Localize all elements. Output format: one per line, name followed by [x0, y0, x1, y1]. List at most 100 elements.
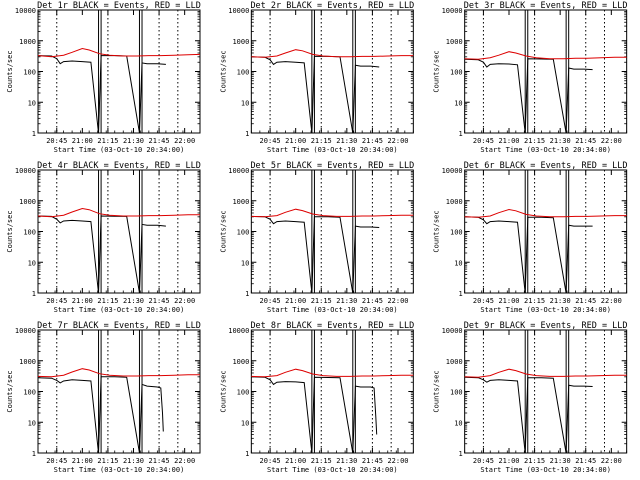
y-tick-label: 100 [237, 389, 250, 397]
y-tick-label: 1000 [446, 198, 463, 206]
x-tick-label: 21:30 [123, 457, 144, 465]
series-lld-line [37, 207, 200, 218]
x-tick-label: 21:30 [550, 137, 571, 145]
series-events-line [37, 376, 164, 454]
x-tick-label: 21:00 [498, 137, 519, 145]
x-tick-label: 20:45 [473, 297, 494, 305]
x-tick-label: 22:00 [174, 137, 195, 145]
x-axis-label: Start Time (03-Oct-10 20:34:00) [54, 306, 185, 314]
x-axis-label: Start Time (03-Oct-10 20:34:00) [480, 146, 611, 154]
chart-title: Det 7r BLACK = Events, RED = LLD [37, 321, 201, 331]
x-tick-label: 22:00 [387, 457, 408, 465]
chart-title: Det 9r BLACK = Events, RED = LLD [464, 321, 628, 331]
series-lld-line [464, 51, 627, 60]
y-tick-label: 100 [237, 229, 250, 237]
y-tick-label: 10000 [228, 167, 249, 175]
series-events-line [251, 55, 380, 134]
x-tick-label: 21:30 [550, 297, 571, 305]
series-events-line [464, 216, 593, 294]
x-tick-label: 21:15 [311, 457, 332, 465]
y-tick-label: 1000 [232, 358, 249, 366]
y-tick-label: 1 [245, 450, 249, 458]
x-tick-label: 21:45 [575, 137, 596, 145]
x-tick-label: 22:00 [601, 457, 622, 465]
chart-title: Det 1r BLACK = Events, RED = LLD [37, 1, 201, 11]
y-tick-label: 10000 [442, 167, 463, 175]
plot-frame [250, 169, 414, 294]
x-tick-label: 21:45 [362, 457, 383, 465]
chart-title: Det 2r BLACK = Events, RED = LLD [250, 1, 414, 11]
y-tick-label: 10000 [228, 7, 249, 15]
y-tick-label: 100 [450, 229, 463, 237]
plot-frame [37, 169, 201, 294]
y-tick-label: 10000 [442, 7, 463, 15]
series-lld-line [464, 208, 627, 218]
x-tick-label: 22:00 [601, 137, 622, 145]
x-tick-label: 21:15 [524, 297, 545, 305]
series-lld-line [37, 368, 200, 378]
x-tick-label: 22:00 [601, 297, 622, 305]
chart-title: Det 5r BLACK = Events, RED = LLD [250, 161, 414, 171]
x-axis-label: Start Time (03-Oct-10 20:34:00) [54, 146, 185, 154]
plot-frame [464, 329, 628, 454]
x-tick-label: 21:15 [97, 457, 118, 465]
y-axis-label: Counts/sec [6, 50, 14, 92]
x-tick-label: 21:00 [72, 297, 93, 305]
x-tick-label: 21:30 [123, 137, 144, 145]
y-tick-label: 1 [32, 130, 36, 138]
y-tick-label: 10000 [442, 327, 463, 335]
detector-panel: Det 3r BLACK = Events, RED = LLD 1 10 100 10… [433, 1, 628, 154]
y-tick-label: 10 [28, 259, 36, 267]
y-tick-label: 1 [458, 290, 462, 298]
x-tick-label: 20:45 [260, 137, 281, 145]
x-tick-label: 22:00 [174, 457, 195, 465]
y-axis-label: Counts/sec [433, 50, 441, 92]
x-tick-label: 21:00 [72, 457, 93, 465]
x-tick-label: 20:45 [260, 457, 281, 465]
series-events-line [251, 376, 378, 454]
detector-panel: Det 4r BLACK = Events, RED = LLD 1 10 100 10… [6, 161, 201, 314]
y-tick-label: 1 [32, 290, 36, 298]
x-tick-label: 21:00 [72, 137, 93, 145]
series-lld-line [251, 49, 414, 58]
detector-panel: Det 9r BLACK = Events, RED = LLD 1 10 100 10… [433, 321, 628, 474]
x-tick-label: 20:45 [46, 137, 67, 145]
x-tick-label: 22:00 [174, 297, 195, 305]
y-tick-label: 1000 [19, 38, 36, 46]
y-tick-label: 1000 [19, 198, 36, 206]
series-lld-line [37, 47, 201, 58]
y-axis-label: Counts/sec [219, 370, 227, 412]
x-tick-label: 21:15 [524, 457, 545, 465]
plot-frame [464, 169, 628, 294]
y-tick-label: 10000 [15, 167, 36, 175]
y-tick-label: 10 [454, 419, 462, 427]
y-tick-label: 1 [32, 450, 36, 458]
x-tick-label: 21:45 [362, 297, 383, 305]
y-tick-label: 1000 [19, 358, 36, 366]
x-tick-label: 20:45 [260, 297, 281, 305]
x-tick-label: 21:30 [336, 137, 357, 145]
x-tick-label: 20:45 [473, 457, 494, 465]
x-tick-label: 22:00 [387, 137, 408, 145]
x-tick-label: 21:30 [550, 457, 571, 465]
y-tick-label: 1 [245, 130, 249, 138]
x-axis-label: Start Time (03-Oct-10 20:34:00) [267, 306, 398, 314]
x-tick-label: 21:45 [149, 137, 170, 145]
y-tick-label: 1 [245, 290, 249, 298]
chart-title: Det 3r BLACK = Events, RED = LLD [464, 1, 628, 11]
series-lld-line [251, 208, 414, 218]
x-axis-label: Start Time (03-Oct-10 20:34:00) [267, 146, 398, 154]
plot-frame [464, 9, 628, 134]
detector-panel: Det 8r BLACK = Events, RED = LLD 1 10 100 10… [219, 321, 414, 474]
x-tick-label: 21:00 [285, 137, 306, 145]
x-tick-label: 20:45 [46, 457, 67, 465]
y-axis-label: Counts/sec [6, 210, 14, 252]
detector-panel: Det 5r BLACK = Events, RED = LLD 1 10 100 10… [219, 161, 414, 314]
y-tick-label: 100 [450, 69, 463, 77]
chart-title: Det 6r BLACK = Events, RED = LLD [464, 161, 628, 171]
y-tick-label: 100 [450, 389, 463, 397]
x-tick-label: 21:30 [336, 297, 357, 305]
y-axis-label: Counts/sec [433, 210, 441, 252]
series-events-line [464, 58, 593, 134]
